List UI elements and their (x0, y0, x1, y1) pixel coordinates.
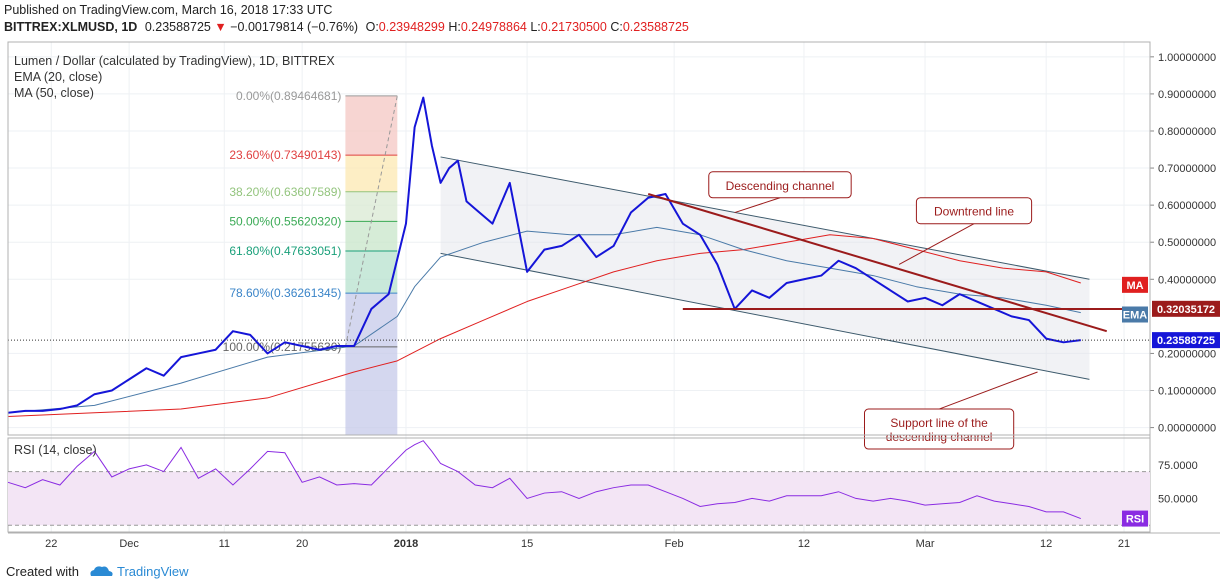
downtrend-line (647, 193, 1108, 333)
high-label: H: (448, 20, 461, 34)
down-arrow-icon: ▼ (214, 20, 227, 34)
close-value: 0.23588725 (622, 20, 689, 34)
channel-fill (440, 156, 1090, 380)
axis-badge (1122, 276, 1148, 293)
x-tick-label: 15 (521, 538, 533, 550)
callout-pointer (938, 371, 1038, 410)
y-tick-label: 1.00000000 (1158, 52, 1216, 64)
y-tick-label: 0.90000000 (1158, 89, 1216, 101)
fib-level-label: 78.60%(0.36261345) (229, 286, 341, 300)
high-value: 0.24978864 (460, 20, 527, 34)
rsi-y-tick-label: 75.0000 (1158, 460, 1198, 472)
fib-level-label: 23.60%(0.73490143) (229, 148, 341, 162)
axis-badge (1122, 306, 1148, 323)
callout-pointer (898, 223, 975, 265)
axis-badge-label: 0.32035172 (1157, 304, 1215, 316)
y-tick-label: 0.00000000 (1158, 423, 1216, 435)
y-tick-label: 0.20000000 (1158, 348, 1216, 360)
footer: Created with TradingView (0, 558, 1228, 588)
axis-badge (1152, 332, 1220, 349)
callout-text: Support line of the (890, 416, 988, 430)
axis-badge-label: EMA (1123, 310, 1148, 322)
fib-level-label: 100.00%(0.21755630) (223, 340, 342, 354)
fib-zone (345, 155, 398, 192)
rsi-line (7, 440, 1081, 520)
fib-level-label: 61.80%(0.47633051) (229, 244, 341, 258)
callout-text: descending channel (886, 430, 993, 444)
y-tick-label: 0.50000000 (1158, 237, 1216, 249)
x-tick-label: 12 (1040, 538, 1052, 550)
x-tick-label: 2018 (394, 538, 418, 550)
x-tick-label: 21 (1118, 538, 1130, 550)
y-tick-label: 0.70000000 (1158, 163, 1216, 175)
tradingview-logo-icon (90, 566, 113, 576)
open-value: 0.23948299 (378, 20, 445, 34)
callout-box (864, 408, 1015, 450)
fib-level-label: 38.20%(0.63607589) (229, 185, 341, 199)
channel-lower-line (440, 252, 1090, 380)
fib-level-label: 50.00%(0.55620320) (229, 214, 341, 228)
fib-zone (345, 293, 398, 347)
rsi-badge-label: RSI (1126, 514, 1144, 526)
axis-badge-label: MA (1126, 280, 1143, 292)
last-price: 0.23588725 (144, 20, 211, 34)
channel-upper-line (440, 156, 1090, 280)
ema-legend: EMA (20, close) (14, 70, 102, 84)
open-label: O: (365, 20, 379, 34)
axis-badge-label: 0.23588725 (1157, 335, 1215, 347)
y-tick-label: 0.80000000 (1158, 126, 1216, 138)
ma-legend: MA (50, close) (14, 86, 94, 100)
x-tick-label: 22 (45, 538, 57, 550)
created-with: Created with (6, 564, 79, 579)
fib-zone (345, 221, 398, 251)
published-line: Published on TradingView.com, March 16, … (4, 3, 333, 17)
y-tick-label: 0.40000000 (1158, 274, 1216, 286)
rsi-badge (1122, 510, 1148, 527)
callout-pointer (734, 197, 781, 214)
fib-zone (345, 250, 398, 294)
low-label: L: (530, 20, 541, 34)
price-line (7, 96, 1081, 414)
symbol-line: BITTREX:XLMUSD, 1D 0.23588725 ▼ −0.00179… (4, 19, 689, 36)
rsi-y-tick-label: 50.0000 (1158, 493, 1198, 505)
x-tick-label: Dec (119, 538, 139, 550)
x-tick-label: 11 (219, 538, 230, 550)
callout-box (915, 197, 1033, 225)
price-change: −0.00179814 (−0.76%) (230, 20, 359, 34)
fib-level-label: 0.00%(0.89464681) (236, 89, 341, 103)
tradingview-brand[interactable]: TradingView (117, 564, 189, 579)
y-tick-label: 0.10000000 (1158, 386, 1216, 398)
callout-text: Downtrend line (934, 205, 1014, 219)
x-tick-label: 12 (798, 538, 810, 550)
x-tick-label: Mar (916, 538, 935, 550)
fib-trend-line (344, 95, 398, 348)
price-chart[interactable]: 0.00%(0.89464681) 23.60%(0.73490143) 38.20… (0, 0, 1228, 558)
rsi-legend: RSI (14, close) (14, 443, 97, 457)
fib-zone-extension (345, 346, 398, 435)
symbol-name: BITTREX:XLMUSD, 1D (4, 20, 138, 34)
x-tick-label: 20 (296, 538, 308, 550)
fib-zone (345, 95, 398, 156)
low-value: 0.21730500 (540, 20, 607, 34)
chart-title: Lumen / Dollar (calculated by TradingVie… (14, 54, 335, 68)
ma-line (7, 234, 1081, 417)
axis-badge (1152, 300, 1220, 317)
callout-text: Descending channel (726, 179, 835, 193)
x-tick-label: Feb (665, 538, 684, 550)
ema-line (7, 226, 1081, 414)
fib-zone (345, 191, 398, 222)
close-label: C: (610, 20, 623, 34)
y-tick-label: 0.60000000 (1158, 200, 1216, 212)
callout-box (708, 171, 852, 199)
